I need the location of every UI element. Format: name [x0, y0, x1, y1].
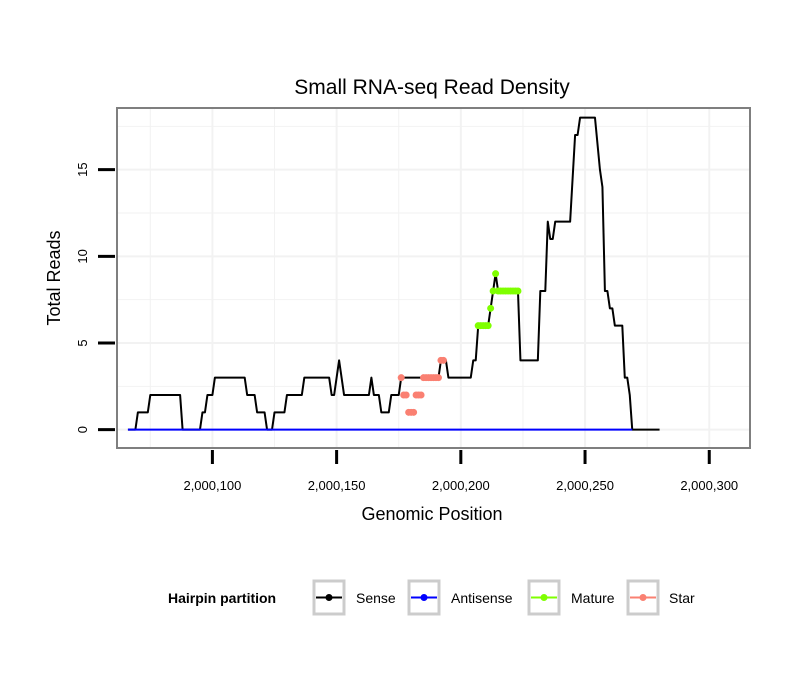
x-tick-label: 2,000,150: [308, 478, 366, 493]
axes: 2,000,100 2,000,150 2,000,200 2,000,250 2,00…: [75, 162, 738, 493]
star-point-8: [417, 391, 425, 399]
x-tick-label: 2,000,200: [432, 478, 490, 493]
legend-label: Mature: [571, 590, 615, 606]
y-tick-label: 0: [75, 426, 90, 433]
legend-key-point: [325, 594, 333, 601]
legend-key-point: [540, 594, 548, 601]
star-point-17: [439, 356, 447, 364]
legend-entry-star: Star: [626, 579, 695, 616]
plot-panel: [116, 107, 751, 449]
legend-key-point: [639, 594, 647, 601]
mature-point-7: [492, 270, 500, 278]
y-axis-label: Total Reads: [44, 230, 64, 325]
legend-entry-sense: Sense: [312, 579, 396, 616]
x-tick-label: 2,000,100: [183, 478, 241, 493]
star-point-5: [410, 408, 418, 416]
legend-key-point: [420, 594, 428, 601]
y-tick-label: 15: [75, 162, 90, 176]
x-tick-label: 2,000,300: [680, 478, 738, 493]
x-tick-label: 2,000,250: [556, 478, 614, 493]
star-point-0: [397, 374, 405, 382]
legend-title: Hairpin partition: [168, 590, 276, 606]
legend-label: Antisense: [451, 590, 513, 606]
legend-entry-mature: Mature: [527, 579, 615, 616]
legend: Hairpin partition Sense Antisense Mature St…: [168, 579, 695, 616]
x-axis-label: Genomic Position: [361, 504, 502, 524]
mature-point-16: [514, 287, 522, 295]
mature-point-4: [484, 322, 492, 330]
legend-label: Sense: [356, 590, 396, 606]
legend-entry-antisense: Antisense: [407, 579, 513, 616]
y-tick-label: 5: [75, 339, 90, 346]
star-point-15: [434, 374, 442, 382]
star-series: [397, 356, 447, 416]
data-series: [127, 116, 660, 431]
legend-label: Star: [669, 590, 695, 606]
mature-series: [474, 270, 522, 330]
mature-point-6: [489, 287, 497, 295]
mature-point-5: [487, 304, 495, 312]
star-point-2: [402, 391, 410, 399]
y-tick-label: 10: [75, 249, 90, 263]
chart-title: Small RNA-seq Read Density: [294, 76, 570, 99]
